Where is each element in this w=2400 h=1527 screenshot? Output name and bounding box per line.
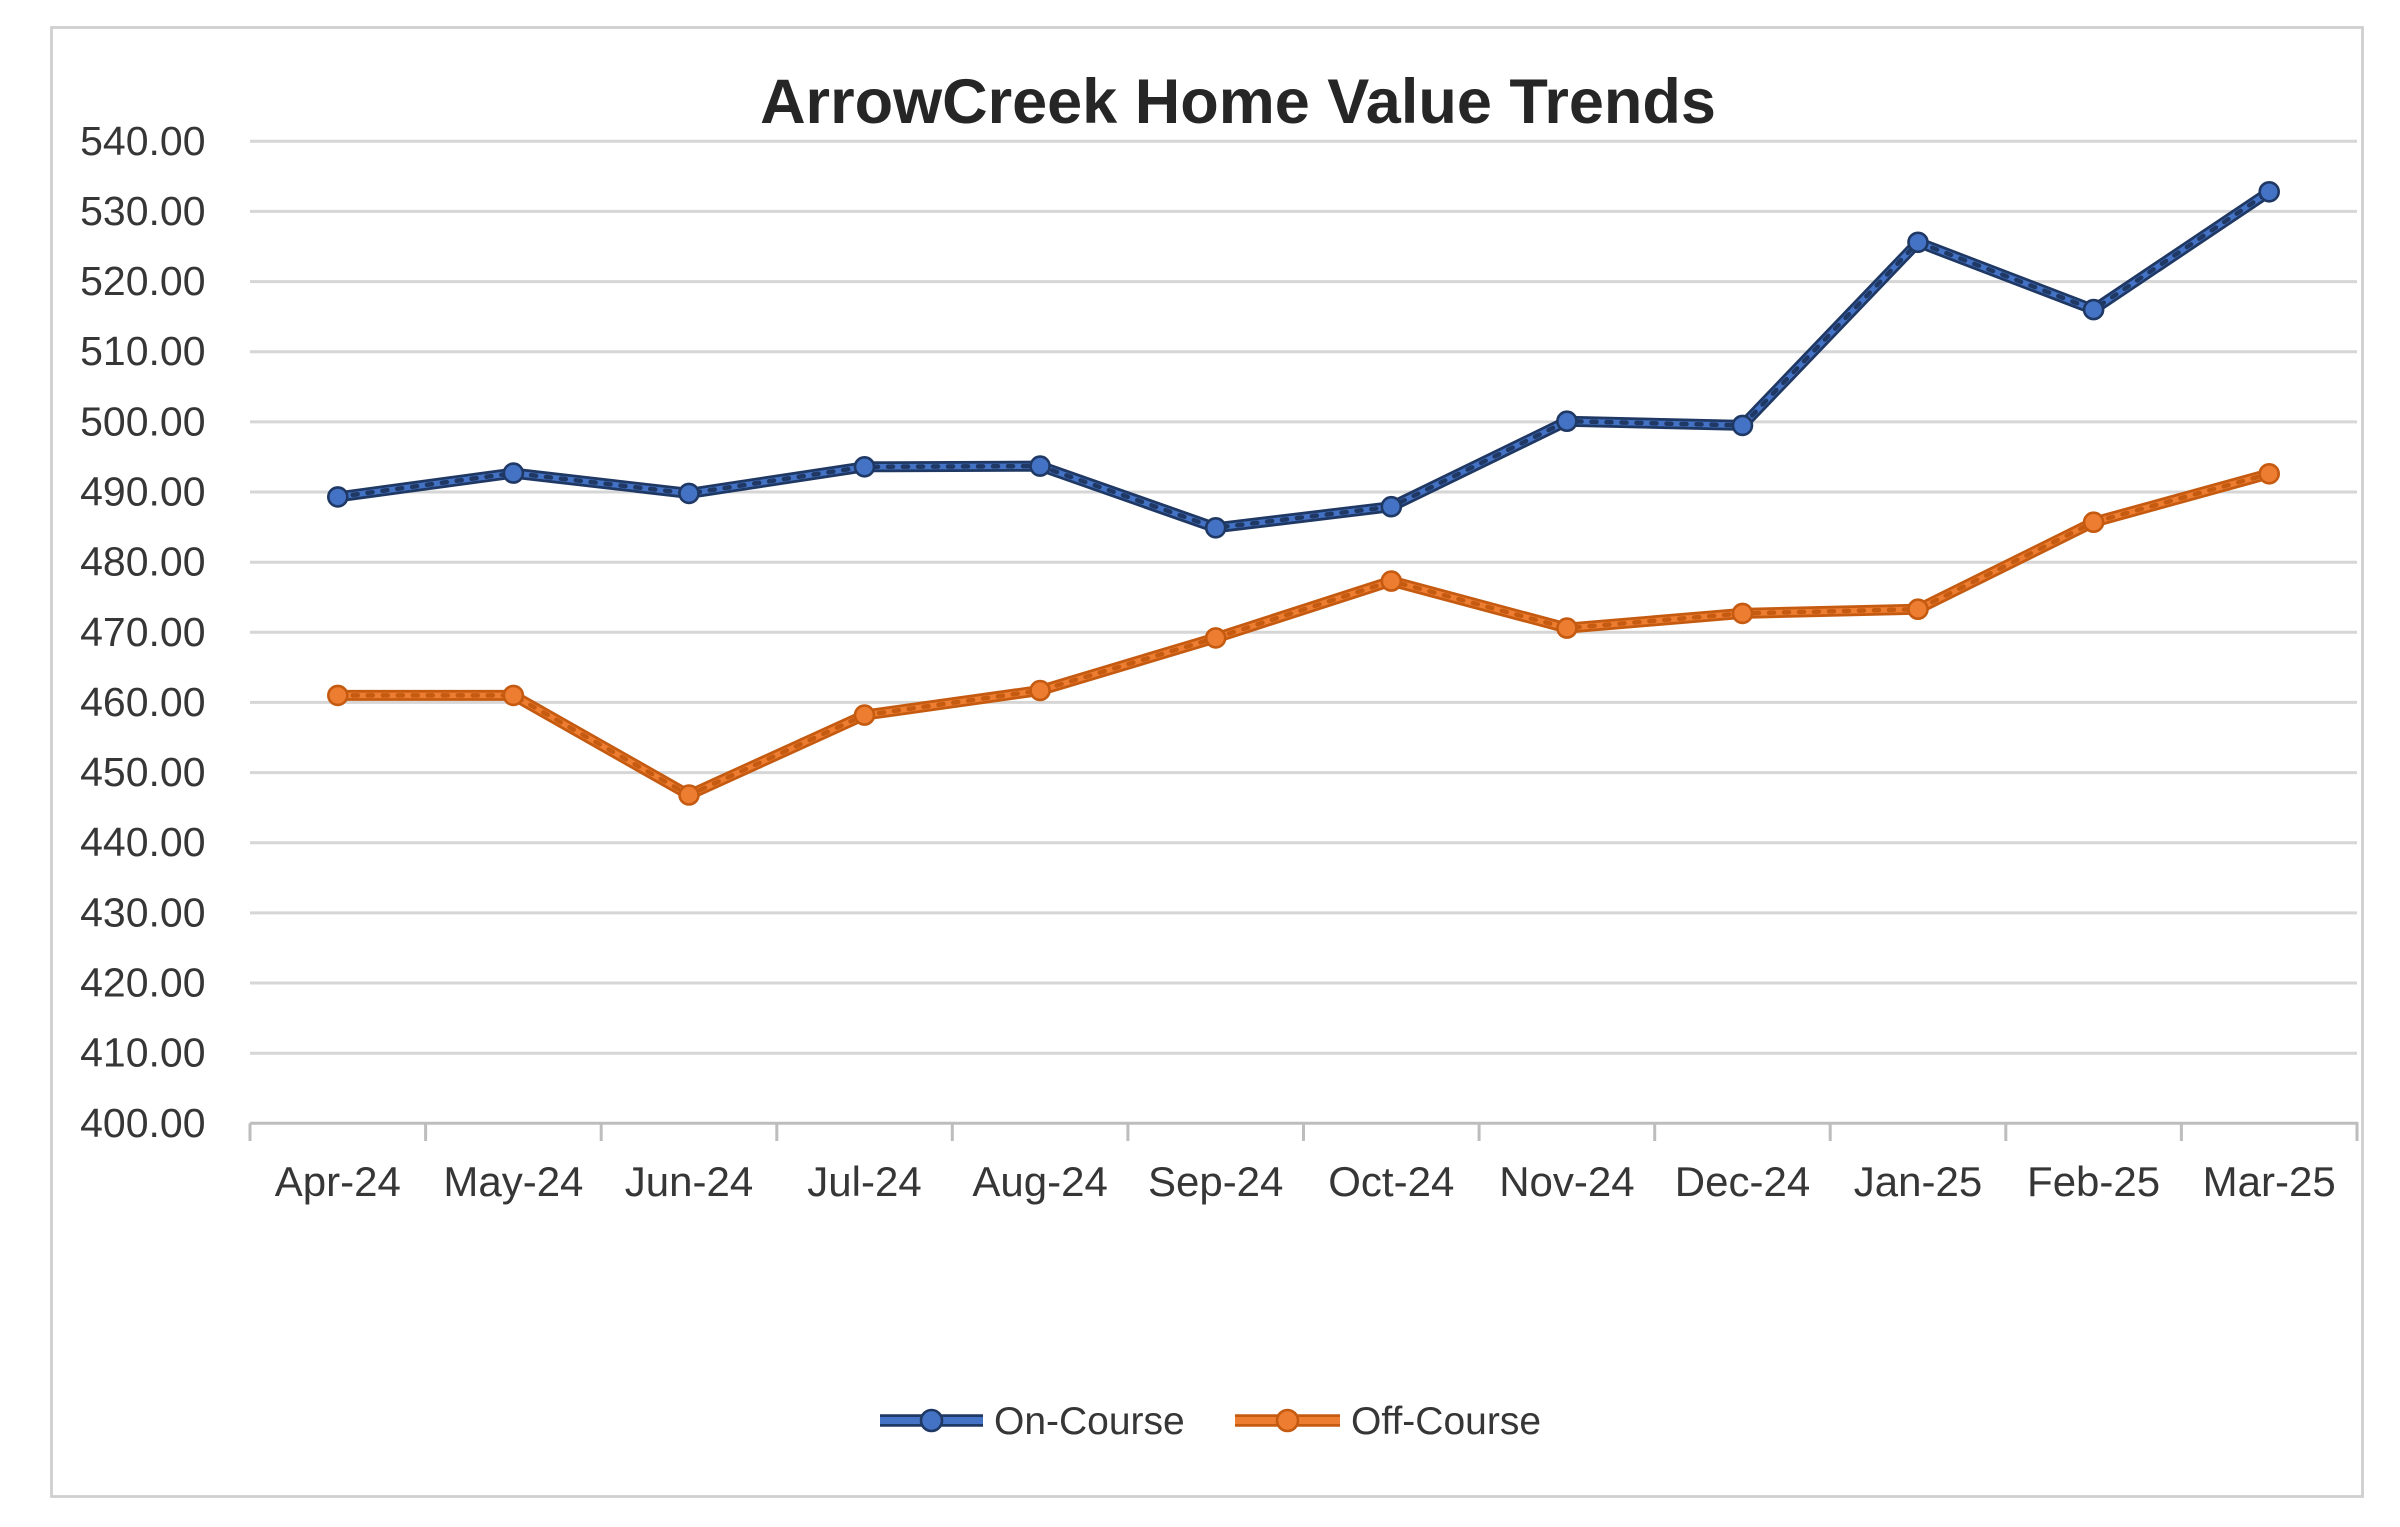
svg-text:520.00: 520.00 [80, 258, 205, 304]
svg-text:470.00: 470.00 [80, 609, 205, 655]
svg-text:May-24: May-24 [443, 1158, 583, 1205]
svg-text:500.00: 500.00 [80, 398, 205, 444]
svg-text:Jul-24: Jul-24 [807, 1158, 921, 1205]
svg-text:On-Course: On-Course [994, 1400, 1185, 1443]
svg-text:410.00: 410.00 [80, 1030, 205, 1076]
svg-text:420.00: 420.00 [80, 960, 205, 1006]
svg-text:Feb-25: Feb-25 [2027, 1158, 2160, 1205]
svg-text:Jan-25: Jan-25 [1854, 1158, 1982, 1205]
svg-text:Sep-24: Sep-24 [1148, 1158, 1283, 1205]
svg-text:Oct-24: Oct-24 [1328, 1158, 1454, 1205]
svg-text:510.00: 510.00 [80, 328, 205, 374]
svg-text:450.00: 450.00 [80, 749, 205, 795]
svg-text:Jun-24: Jun-24 [625, 1158, 753, 1205]
svg-text:Dec-24: Dec-24 [1675, 1158, 1810, 1205]
svg-text:480.00: 480.00 [80, 539, 205, 585]
svg-text:540.00: 540.00 [80, 118, 205, 164]
svg-text:460.00: 460.00 [80, 679, 205, 725]
svg-text:ArrowCreek Home Value Trends: ArrowCreek Home Value Trends [760, 67, 1716, 137]
svg-text:Apr-24: Apr-24 [275, 1158, 401, 1205]
svg-text:530.00: 530.00 [80, 188, 205, 234]
svg-text:Aug-24: Aug-24 [972, 1158, 1107, 1205]
svg-text:440.00: 440.00 [80, 819, 205, 865]
svg-text:Off-Course: Off-Course [1351, 1400, 1541, 1443]
svg-text:Mar-25: Mar-25 [2203, 1158, 2336, 1205]
svg-text:400.00: 400.00 [80, 1100, 205, 1146]
svg-text:430.00: 430.00 [80, 889, 205, 935]
svg-text:490.00: 490.00 [80, 469, 205, 515]
svg-text:Nov-24: Nov-24 [1499, 1158, 1634, 1205]
